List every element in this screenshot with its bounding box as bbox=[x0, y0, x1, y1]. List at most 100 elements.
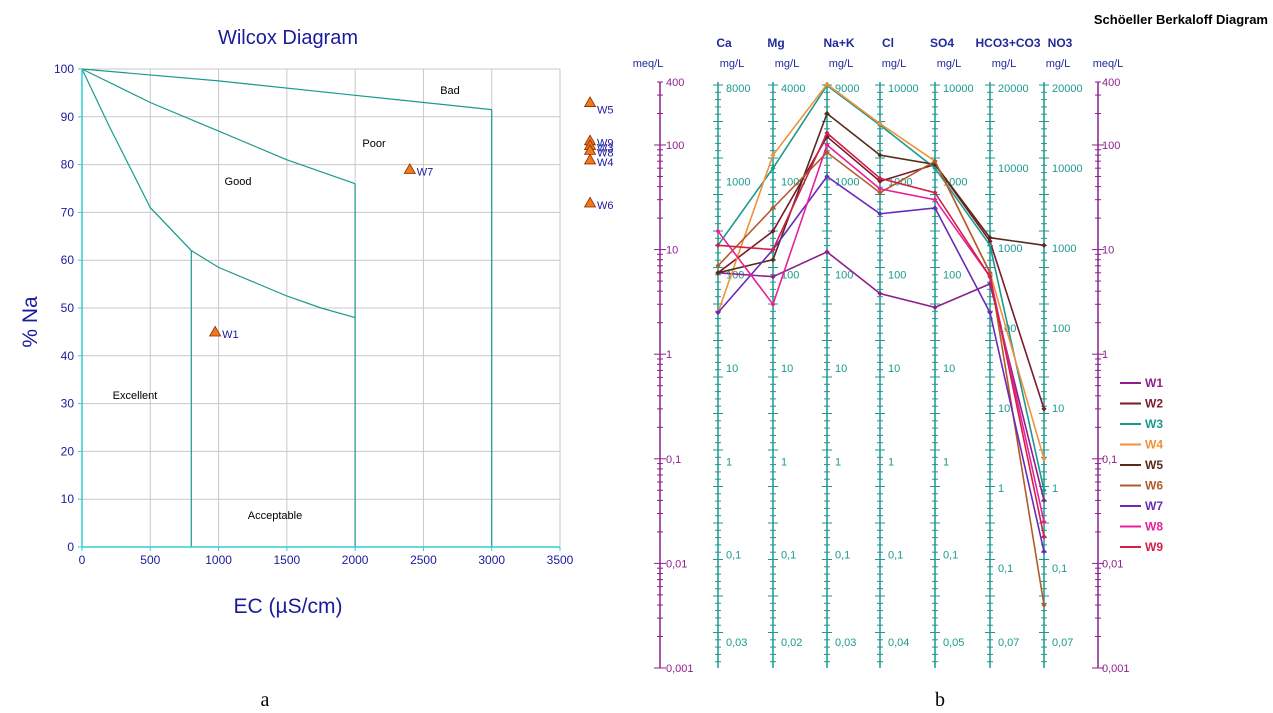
meq-axis-unit: meq/L bbox=[633, 58, 664, 70]
wilcox-point-marker bbox=[583, 96, 597, 107]
series-line-w7 bbox=[717, 175, 1045, 552]
wilcox-x-tick-label: 3500 bbox=[547, 553, 574, 567]
ion-axis-tick-label: 20000 bbox=[1052, 83, 1083, 95]
ion-axis-tick-label: 1 bbox=[781, 456, 787, 468]
series-point-w8 bbox=[824, 142, 830, 148]
legend-label-w8: W8 bbox=[1145, 520, 1163, 534]
ion-axis-name: HCO3+CO3 bbox=[975, 36, 1040, 50]
ion-axis-tick-label: 4000 bbox=[781, 83, 805, 95]
ion-axis-tick-label: 100 bbox=[781, 270, 799, 282]
schoeller-meq-axes: meq/L4001001010,10,010,001meq/L400100101… bbox=[633, 58, 1130, 675]
legend-label-w9: W9 bbox=[1145, 540, 1163, 554]
wilcox-ylabel: % Na bbox=[19, 296, 42, 348]
series-point-w4 bbox=[877, 121, 883, 127]
wilcox-y-tick-label: 100 bbox=[54, 62, 74, 76]
ion-axis-tick-label: 10 bbox=[1052, 403, 1064, 415]
wilcox-y-tick-label: 20 bbox=[61, 444, 75, 458]
ion-axis-tick-label: 20000 bbox=[998, 83, 1029, 95]
wilcox-point-label: W4 bbox=[597, 157, 614, 169]
meq-tick-label: 0,001 bbox=[666, 663, 694, 675]
wilcox-region-labels: Excellent Acceptable Good Poor Bad bbox=[113, 85, 460, 522]
meq-tick-label: 0,001 bbox=[1102, 663, 1130, 675]
ion-axis-tick-label: 0,03 bbox=[835, 637, 856, 649]
wilcox-title: Wilcox Diagram bbox=[218, 27, 358, 49]
series-point-w5 bbox=[877, 152, 883, 158]
meq-tick-label: 10 bbox=[666, 245, 678, 257]
ion-axis-tick-label: 1 bbox=[726, 456, 732, 468]
wilcox-y-tick-label: 50 bbox=[61, 301, 75, 315]
meq-tick-label: 0,1 bbox=[1102, 454, 1117, 466]
meq-tick-label: 400 bbox=[1102, 77, 1120, 89]
ion-axis-tick-label: 0,1 bbox=[726, 550, 741, 562]
ion-axis-tick-label: 100 bbox=[888, 270, 906, 282]
series-point-w9 bbox=[770, 246, 776, 253]
ion-axis-name: Cl bbox=[882, 36, 894, 50]
schoeller-chart: Schöeller Berkaloff Diagram meq/L 400 100 1… bbox=[633, 12, 1268, 711]
ion-axis-tick-label: 1 bbox=[1052, 483, 1058, 495]
series-point-w3 bbox=[1041, 487, 1047, 493]
legend-label-w6: W6 bbox=[1145, 479, 1163, 493]
series-point-w9 bbox=[1041, 534, 1047, 540]
wilcox-boundary-line bbox=[81, 68, 356, 319]
series-point-w9 bbox=[932, 190, 938, 196]
series-point-w9 bbox=[824, 130, 830, 136]
wilcox-x-tick-label: 0 bbox=[79, 553, 86, 567]
ion-axis-tick-label: 1 bbox=[998, 483, 1004, 495]
wilcox-point-marker bbox=[208, 325, 222, 337]
series-point-w6 bbox=[770, 205, 776, 211]
wilcox-y-tick-label: 70 bbox=[61, 205, 75, 219]
ion-axis-name: NO3 bbox=[1048, 36, 1073, 50]
ion-axis-name: Mg bbox=[767, 36, 784, 50]
wilcox-chart: 0 500 1000 1500 2000 2500 3000 3500 0 10 20 30 40 50 6… bbox=[19, 27, 614, 711]
ion-axis-tick-label: 0,05 bbox=[943, 637, 964, 649]
series-point-w2 bbox=[1041, 406, 1047, 412]
series-point-w9 bbox=[987, 274, 993, 280]
wilcox-boundary-line bbox=[81, 68, 356, 185]
series-point-w8 bbox=[932, 197, 938, 203]
ion-axis-tick-label: 1000 bbox=[1052, 243, 1076, 255]
series-point-w7 bbox=[1041, 548, 1047, 555]
ion-axis-tick-label: 0,04 bbox=[888, 637, 909, 649]
series-point-w4 bbox=[824, 81, 830, 87]
wilcox-boundary-line bbox=[81, 68, 492, 111]
ion-axis-tick-label: 0,02 bbox=[781, 637, 802, 649]
series-point-w7 bbox=[932, 205, 938, 211]
series-point-w9 bbox=[715, 242, 721, 248]
series-point-w5 bbox=[770, 257, 776, 263]
ion-axis-tick-label: 100 bbox=[1052, 323, 1070, 335]
wilcox-x-tick-label: 1000 bbox=[205, 553, 232, 567]
series-point-w9 bbox=[877, 175, 883, 181]
meq-tick-label: 0,01 bbox=[1102, 558, 1123, 570]
ion-axis-tick-label: 1000 bbox=[835, 176, 859, 188]
wilcox-point-marker bbox=[583, 196, 597, 208]
schoeller-title: Schöeller Berkaloff Diagram bbox=[1094, 12, 1268, 27]
series-point-w7 bbox=[824, 173, 830, 180]
wilcox-region-label: Bad bbox=[440, 85, 460, 97]
series-point-w5 bbox=[1041, 242, 1047, 248]
meq-tick-label: 1 bbox=[666, 349, 672, 361]
wilcox-point-label: W6 bbox=[597, 200, 614, 212]
wilcox-y-tick-label: 90 bbox=[61, 110, 75, 124]
series-point-w8 bbox=[877, 186, 883, 192]
ion-axis-unit: mg/L bbox=[937, 58, 961, 70]
series-point-w7 bbox=[987, 309, 993, 316]
legend-label-w1: W1 bbox=[1145, 376, 1163, 390]
ion-axis-tick-label: 8000 bbox=[726, 83, 750, 95]
series-point-w8 bbox=[1041, 519, 1047, 525]
series-point-w4 bbox=[1041, 456, 1047, 462]
ion-axis-tick-label: 0,1 bbox=[998, 563, 1013, 575]
wilcox-xlabel: EC (µS/cm) bbox=[234, 595, 343, 618]
wilcox-point-label: W3 bbox=[597, 142, 614, 154]
meq-tick-label: 100 bbox=[666, 140, 684, 152]
wilcox-x-tick-label: 2500 bbox=[410, 553, 437, 567]
legend-label-w3: W3 bbox=[1145, 417, 1163, 431]
series-point-w4 bbox=[770, 152, 776, 158]
wilcox-region-label: Good bbox=[225, 176, 252, 188]
wilcox-point-label: W5 bbox=[597, 104, 614, 116]
series-point-w5 bbox=[715, 270, 721, 276]
wilcox-region-label: Acceptable bbox=[248, 510, 302, 522]
series-point-w1 bbox=[932, 304, 938, 311]
ion-axis-tick-label: 10 bbox=[726, 363, 738, 375]
ion-axis-tick-label: 0,07 bbox=[1052, 637, 1073, 649]
